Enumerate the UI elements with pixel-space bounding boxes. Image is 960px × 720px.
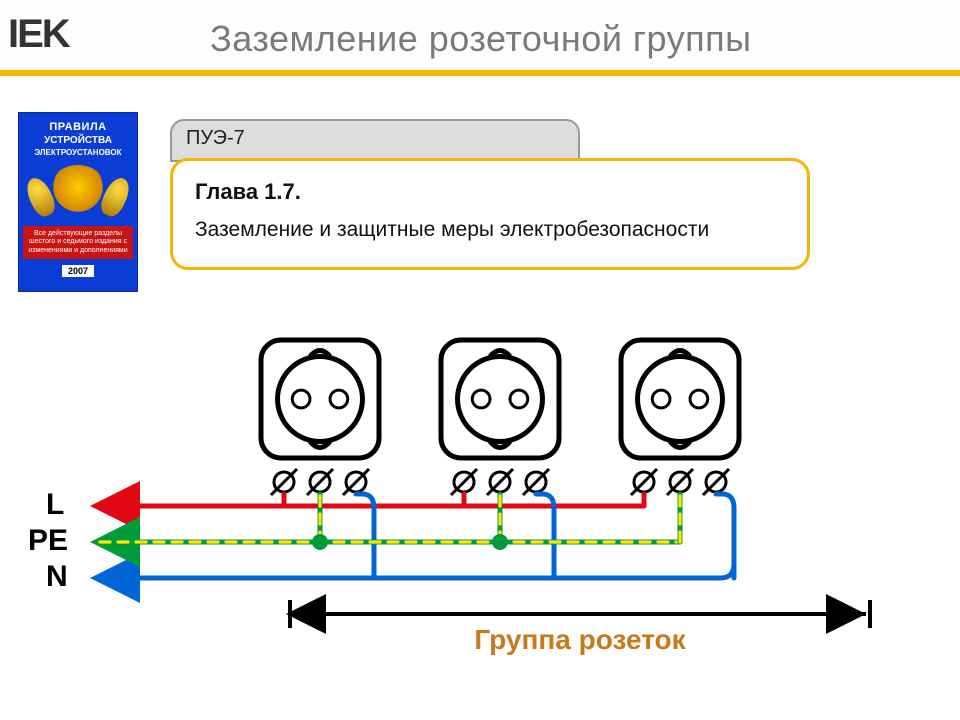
book-line1: ПРАВИЛА bbox=[23, 121, 133, 133]
book-year: 2007 bbox=[62, 265, 94, 277]
header-underline bbox=[0, 70, 960, 76]
pue-label: ПУЭ-7 bbox=[170, 119, 580, 162]
book-line2: УСТРОЙСТВА bbox=[23, 135, 133, 146]
emblem-icon bbox=[48, 165, 108, 220]
label-L: L bbox=[46, 488, 64, 522]
chapter-text: Заземление и защитные меры электробезопа… bbox=[195, 215, 785, 245]
book-cover: ПРАВИЛА УСТРОЙСТВА ЭЛЕКТРОУСТАНОВОК Все … bbox=[18, 112, 138, 292]
chapter-box: Глава 1.7. Заземление и защитные меры эл… bbox=[170, 158, 810, 270]
book-line3: ЭЛЕКТРОУСТАНОВОК bbox=[23, 148, 133, 157]
page-title: Заземление розеточной группы bbox=[210, 18, 940, 60]
book-redtext: Все действующие разделы шестого и седьмо… bbox=[23, 226, 133, 259]
wiring-diagram: L PE N Группа розеток bbox=[0, 310, 960, 710]
label-N: N bbox=[46, 560, 68, 594]
bracket-label: Группа розеток bbox=[290, 624, 870, 656]
label-PE: PE bbox=[28, 524, 68, 558]
chapter-title: Глава 1.7. bbox=[195, 179, 785, 205]
logo: IEK bbox=[8, 12, 69, 57]
